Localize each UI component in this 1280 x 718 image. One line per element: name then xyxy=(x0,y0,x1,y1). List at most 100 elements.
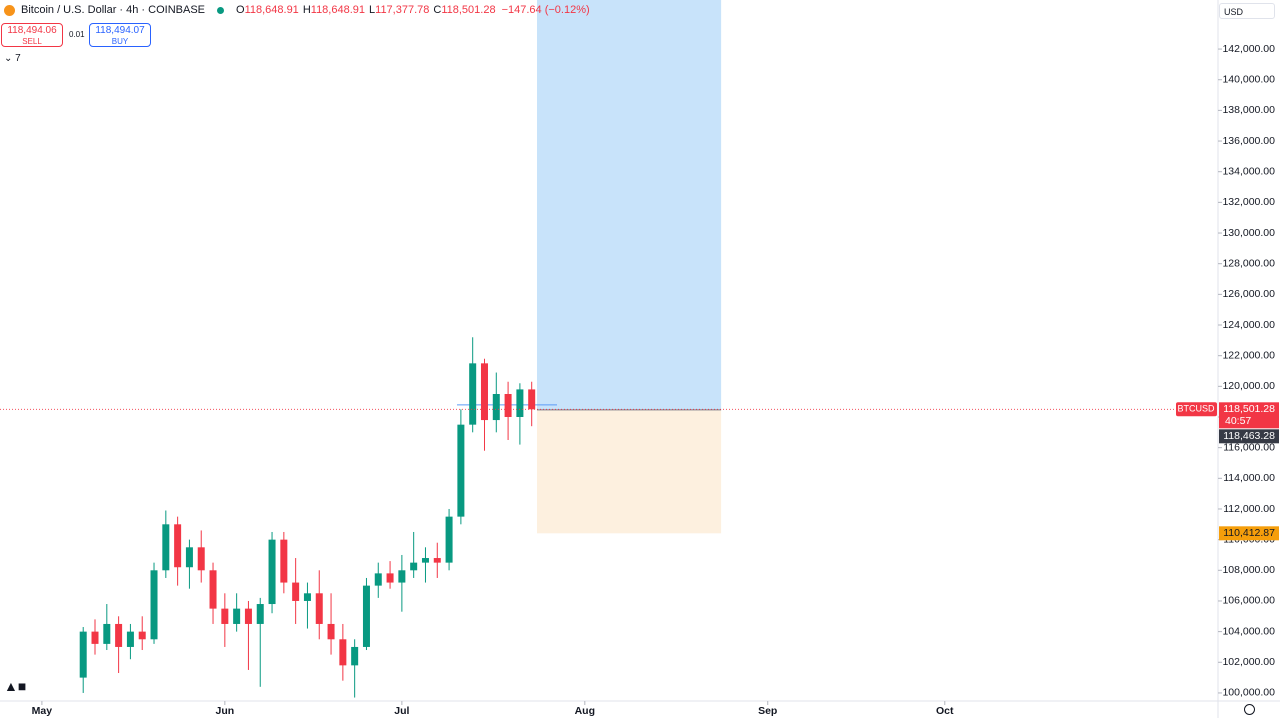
candle-body xyxy=(398,570,406,583)
candle-body xyxy=(221,608,229,624)
sell-label: SELL xyxy=(22,37,42,46)
sell-button[interactable]: 118,494.06 SELL xyxy=(1,23,63,47)
stop-zone xyxy=(537,409,722,534)
candle-body xyxy=(480,363,488,421)
settings-icon[interactable] xyxy=(1244,704,1255,715)
candle-body xyxy=(339,639,347,666)
sell-price: 118,494.06 xyxy=(7,25,57,36)
countdown: 40:57 xyxy=(1225,415,1251,427)
candle-body xyxy=(315,593,323,624)
candle-body xyxy=(233,608,241,624)
candle-body xyxy=(516,389,524,417)
y-tick-label: 116,000.00 xyxy=(1223,441,1275,453)
y-tick-label: 132,000.00 xyxy=(1222,196,1275,208)
y-tick-label: 140,000.00 xyxy=(1222,74,1275,86)
symbol-tag-label: BTCUSD xyxy=(1177,404,1215,414)
y-tick-label: 122,000.00 xyxy=(1222,349,1275,361)
indicators-toggle[interactable]: ⌄ 7 xyxy=(4,53,21,64)
x-tick-label: Aug xyxy=(575,705,595,717)
candle-body xyxy=(174,524,182,568)
y-tick-label: 126,000.00 xyxy=(1222,288,1275,300)
y-tick-label: 136,000.00 xyxy=(1222,135,1275,147)
y-tick-label: 142,000.00 xyxy=(1222,43,1275,55)
candle-body xyxy=(351,646,359,666)
symbol-title[interactable]: Bitcoin / U.S. Dollar · 4h · COINBASE xyxy=(21,4,205,16)
y-tick-label: 108,000.00 xyxy=(1222,564,1275,576)
y-tick-label: 104,000.00 xyxy=(1222,625,1275,637)
x-tick-label: Sep xyxy=(758,705,777,717)
ohlc-value: 118,648.91 xyxy=(244,4,299,16)
price-tag xyxy=(1219,402,1279,429)
candle-body xyxy=(185,547,193,568)
candle-body xyxy=(209,570,217,609)
candle-body xyxy=(126,631,134,647)
ohlc: O 118,648.91 H 118,648.91 L 117,377.78 C 118,50… xyxy=(236,4,496,16)
candle-body xyxy=(410,562,418,571)
candle-body xyxy=(327,623,335,640)
y-tick-label: 134,000.00 xyxy=(1222,165,1275,177)
candle-body xyxy=(469,363,477,425)
candle-body xyxy=(492,393,500,421)
candle-body xyxy=(103,623,111,644)
ohlc-key: H xyxy=(302,4,311,16)
ohlc-key: O xyxy=(236,4,245,16)
symbol-tag xyxy=(1176,402,1217,417)
candle-body xyxy=(457,424,465,517)
y-tick-label: 130,000.00 xyxy=(1222,227,1275,239)
candle-body xyxy=(91,631,99,644)
buy-button[interactable]: 118,494.07 BUY xyxy=(89,23,151,47)
ohlc-value: 118,648.91 xyxy=(310,4,366,16)
candle-body xyxy=(150,570,158,640)
candle-body xyxy=(421,558,429,563)
candle-body xyxy=(244,608,252,624)
stop-tag-label: 110,412.87 xyxy=(1223,527,1275,539)
y-tick-label: 114,000.00 xyxy=(1223,472,1275,484)
plot-area xyxy=(79,0,722,698)
candle-body xyxy=(115,623,123,647)
candle-body xyxy=(79,631,87,678)
y-tick-label: 128,000.00 xyxy=(1222,257,1275,269)
y-tick-label: 100,000.00 xyxy=(1222,687,1275,699)
y-tick-label: 102,000.00 xyxy=(1222,656,1275,668)
x-tick-label: Jun xyxy=(215,705,234,717)
candle-body xyxy=(445,516,453,563)
candle-body xyxy=(386,573,394,583)
ohlc-key: L xyxy=(369,4,376,16)
candle-body xyxy=(303,593,311,601)
ohlc-value: 118,501.28 xyxy=(441,4,496,16)
entry-tag-label: 118,463.28 xyxy=(1223,430,1275,442)
target-zone xyxy=(537,0,722,410)
ohlc-key: C xyxy=(433,4,442,16)
entry-tag xyxy=(1219,429,1279,444)
ohlc-value: 117,377.78 xyxy=(375,4,430,16)
indicators-count: 7 xyxy=(15,53,21,64)
y-tick-label: 138,000.00 xyxy=(1222,104,1275,116)
candle-body xyxy=(433,558,441,563)
status-dot xyxy=(217,6,224,14)
x-tick-label: Oct xyxy=(936,705,954,717)
stop-tag xyxy=(1219,526,1279,541)
candle-body xyxy=(197,547,205,571)
candle-body xyxy=(268,539,276,605)
candle-body xyxy=(528,389,536,410)
tv-logo: ▲■ xyxy=(4,678,27,694)
candle-body xyxy=(504,393,512,417)
change: −147.64 (−0.12%) xyxy=(501,4,590,16)
candle-body xyxy=(162,524,170,571)
price-tag-label: 118,501.28 xyxy=(1223,403,1275,415)
buy-label: BUY xyxy=(111,37,129,46)
candle-body xyxy=(138,631,146,640)
candle-body xyxy=(256,604,264,624)
x-tick-label: May xyxy=(32,705,53,717)
y-tick-label: 120,000.00 xyxy=(1222,380,1275,392)
currency-button[interactable]: USD xyxy=(1219,3,1275,19)
y-tick-label: 124,000.00 xyxy=(1222,319,1275,331)
candle-body xyxy=(280,539,288,583)
spread: 0.01 xyxy=(69,30,85,39)
candle-body xyxy=(292,582,300,601)
y-tick-label: 106,000.00 xyxy=(1222,595,1275,607)
y-tick-label: 112,000.00 xyxy=(1223,503,1275,515)
